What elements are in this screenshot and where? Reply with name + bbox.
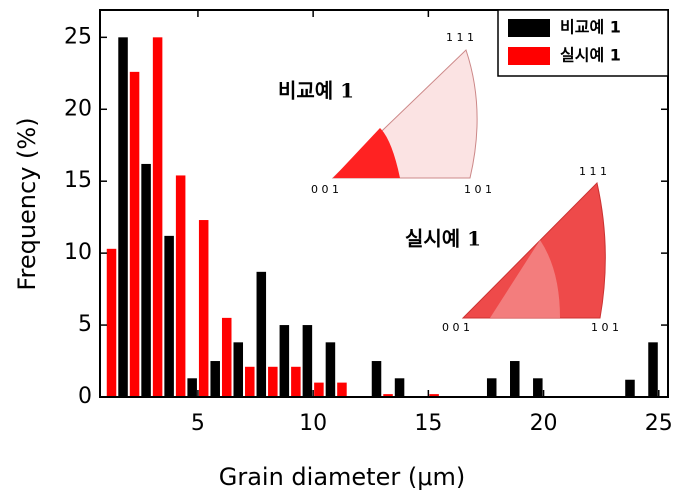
x-tick-label: 5 — [191, 411, 205, 436]
bar — [487, 378, 497, 397]
bar — [314, 383, 324, 397]
bar — [164, 236, 174, 397]
bar — [141, 164, 151, 397]
bar — [291, 367, 301, 397]
bar — [268, 367, 278, 397]
bar — [233, 342, 243, 397]
bar — [107, 249, 117, 397]
bar — [280, 325, 290, 397]
bar — [533, 378, 543, 397]
bar — [222, 318, 232, 397]
bar — [130, 72, 140, 397]
bar — [648, 342, 658, 397]
inset-corner: 0 0 1 — [442, 321, 470, 334]
bar — [326, 342, 336, 397]
x-tick-label: 20 — [530, 411, 558, 436]
legend-swatch — [508, 19, 550, 37]
inset-label: 실시예 1 — [405, 227, 481, 251]
bar — [372, 361, 382, 397]
x-axis-label: Grain diameter (μm) — [219, 463, 465, 491]
y-tick-label: 5 — [78, 312, 92, 337]
inset-label: 비교예 1 — [278, 79, 354, 103]
y-axis-label: Frequency (%) — [13, 117, 41, 290]
y-tick-label: 25 — [64, 24, 92, 49]
legend-label: 비교예 1 — [560, 18, 621, 37]
bar — [257, 272, 267, 397]
legend-label: 실시예 1 — [560, 46, 621, 65]
x-tick-label: 25 — [645, 411, 673, 436]
y-tick-label: 10 — [64, 240, 92, 265]
bar — [303, 325, 313, 397]
bar — [625, 380, 635, 397]
bar — [395, 378, 405, 397]
inset-corner: 0 0 1 — [311, 183, 339, 196]
inset-corner: 1 1 1 — [579, 165, 607, 178]
x-tick-label: 15 — [414, 411, 442, 436]
legend-swatch — [508, 47, 550, 65]
bar — [210, 361, 220, 397]
x-tick-label: 10 — [299, 411, 327, 436]
bar — [337, 383, 347, 397]
bar — [187, 378, 197, 397]
y-tick-label: 20 — [64, 96, 92, 121]
bar — [153, 37, 163, 397]
bar — [199, 220, 209, 397]
bar — [510, 361, 520, 397]
page: 비교예 1 1 1 1 0 0 1 1 0 1 실시예 1 1 1 1 0 0 … — [0, 0, 679, 498]
bar — [118, 37, 128, 397]
inset-corner: 1 0 1 — [464, 183, 492, 196]
bar — [245, 367, 255, 397]
inset-corner: 1 0 1 — [591, 321, 619, 334]
y-tick-label: 0 — [78, 384, 92, 409]
y-tick-label: 15 — [64, 168, 92, 193]
inset-corner: 1 1 1 — [446, 31, 474, 44]
bar — [176, 175, 186, 397]
chart: 비교예 1 1 1 1 0 0 1 1 0 1 실시예 1 1 1 1 0 0 … — [0, 0, 679, 498]
